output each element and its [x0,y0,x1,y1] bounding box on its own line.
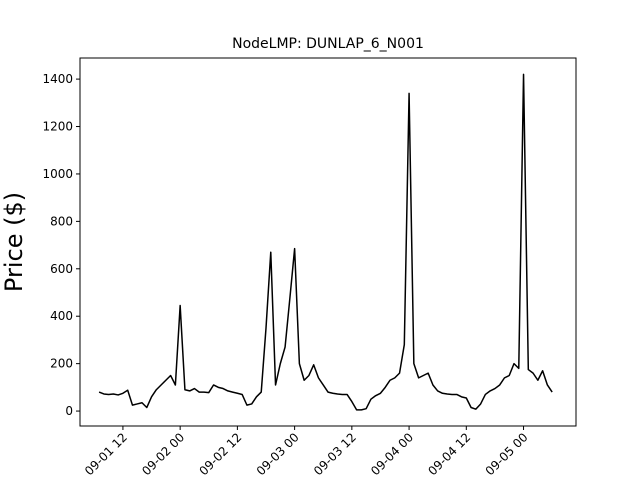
x-tick-label: 09-05 00 [483,430,531,478]
x-tick-label: 09-02 12 [196,430,244,478]
y-tick-label: 600 [50,262,73,276]
y-tick-label: 1000 [42,167,73,181]
axes-frame [79,57,577,427]
y-tick-label: 200 [50,357,73,371]
price-line [98,73,553,411]
x-tick-label: 09-04 12 [425,430,473,478]
x-tick-label: 09-01 12 [82,430,130,478]
x-tick-label: 09-03 00 [254,430,302,478]
plot-area: 0 200 400 600 800 1000 1200 1400 09-01 12 09-02 0… [42,72,553,478]
y-tick-label: 1400 [42,72,73,86]
y-tick-label: 400 [50,309,73,323]
y-tick-label: 1200 [42,120,73,134]
y-tick-label: 800 [50,214,73,228]
y-tick-label: 0 [65,404,73,418]
x-tick-label: 09-02 00 [139,430,187,478]
x-tick-label: 09-03 12 [311,430,359,478]
x-tick-label: 09-04 00 [368,430,416,478]
y-axis-label: Price ($) [0,192,28,292]
chart-title: NodeLMP: DUNLAP_6_N001 [232,36,424,52]
